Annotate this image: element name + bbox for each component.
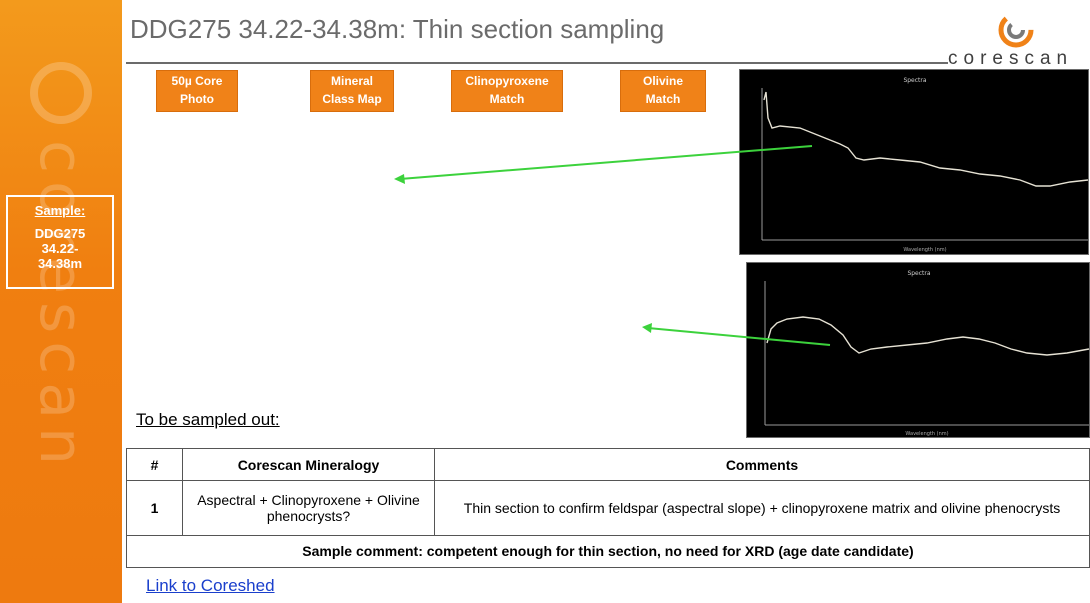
row-mineralogy: Aspectral + Clinopyroxene + Olivine phen… xyxy=(182,480,435,536)
spectra-top-x-label: Wavelength (nm) xyxy=(903,247,946,253)
sample-title: Sample: xyxy=(34,203,86,218)
core-photo-label-line1: 50µ Core xyxy=(171,74,223,88)
sample-marker: 1 xyxy=(178,288,186,304)
coreshed-link[interactable]: Link to Coreshed xyxy=(146,576,275,595)
corescan-logo-icon xyxy=(998,12,1034,48)
table-summary-row: Sample comment: competent enough for thi… xyxy=(126,534,1090,569)
class-map-vein xyxy=(346,82,356,378)
spectra-bottom-curve xyxy=(766,316,1090,356)
olivine-label-line2: Match xyxy=(645,92,681,106)
header-number: # xyxy=(126,447,183,482)
page-title: DDG275 34.22-34.38m: Thin section sampli… xyxy=(130,14,665,44)
olivine-texture xyxy=(598,112,728,398)
core-photo-label: 50µ Core Photo xyxy=(156,70,238,112)
sample-comment: Sample comment: competent enough for thi… xyxy=(126,534,1090,569)
sample-selection-box xyxy=(146,248,218,366)
spectra-plot-top-svg: Spectra Wavelength (nm) xyxy=(761,77,1089,253)
clinopyroxene-match-image xyxy=(435,82,581,400)
header-comments: Comments xyxy=(434,447,1090,482)
sample-box: Sample: DDG275 34.22- 34.38m xyxy=(6,195,114,289)
spectra-bottom-x-label: Wavelength (nm) xyxy=(905,431,948,437)
spectra-top-title: Spectra xyxy=(903,77,926,84)
cpx-texture xyxy=(445,110,571,396)
header-mineralogy: Corescan Mineralogy xyxy=(182,447,435,482)
olivine-label-line1: Olivine xyxy=(642,74,683,88)
cpx-vein xyxy=(507,110,517,396)
watermark-logo-icon xyxy=(30,62,92,124)
cpx-label: Clinopyroxene Match xyxy=(451,70,563,112)
class-map-label: Mineral Class Map xyxy=(310,70,394,112)
arrow-to-olivine-head xyxy=(642,323,652,333)
olivine-match-image xyxy=(590,82,736,400)
class-map-label-line2: Class Map xyxy=(322,92,382,106)
sample-depth-from: 34.22- xyxy=(41,241,79,256)
cpx-label-line1: Clinopyroxene xyxy=(465,74,549,88)
sample-id: DDG275 xyxy=(34,226,86,241)
sidebar: corescan Sample: DDG275 34.22- 34.38m xyxy=(0,0,122,603)
sampled-out-heading: To be sampled out: xyxy=(136,410,280,429)
table-header-row: # Corescan Mineralogy Comments xyxy=(126,447,1090,482)
core-photo-label-line2: Photo xyxy=(180,92,214,106)
spectra-plot-top: Spectra Wavelength (nm) xyxy=(739,69,1089,255)
cpx-label-line2: Match xyxy=(489,92,525,106)
brand-name: corescan xyxy=(948,48,1074,69)
mineral-class-map-image xyxy=(280,82,426,400)
row-comments: Thin section to confirm feldspar (aspect… xyxy=(434,480,1090,536)
core-photo-image: 1 xyxy=(126,82,268,400)
header-divider xyxy=(126,62,948,64)
table-row: 1 Aspectral + Clinopyroxene + Olivine ph… xyxy=(126,480,1090,536)
sample-depth-to: 34.38m xyxy=(37,256,83,271)
spectra-top-curve xyxy=(763,91,1089,187)
spectra-plot-bottom: Spectra Wavelength (nm) xyxy=(746,262,1090,438)
class-map-texture xyxy=(290,82,418,378)
spectra-plot-bottom-svg: Spectra Wavelength (nm) xyxy=(764,270,1090,437)
olivine-label: Olivine Match xyxy=(620,70,706,112)
class-map-label-line1: Mineral xyxy=(330,74,373,88)
sampling-table: # Corescan Mineralogy Comments 1 Aspectr… xyxy=(126,447,1090,569)
spectra-bottom-title: Spectra xyxy=(907,270,930,277)
sidebar-watermark: corescan xyxy=(26,140,96,474)
arrow-to-class-map-head xyxy=(394,174,405,184)
row-number: 1 xyxy=(126,480,183,536)
